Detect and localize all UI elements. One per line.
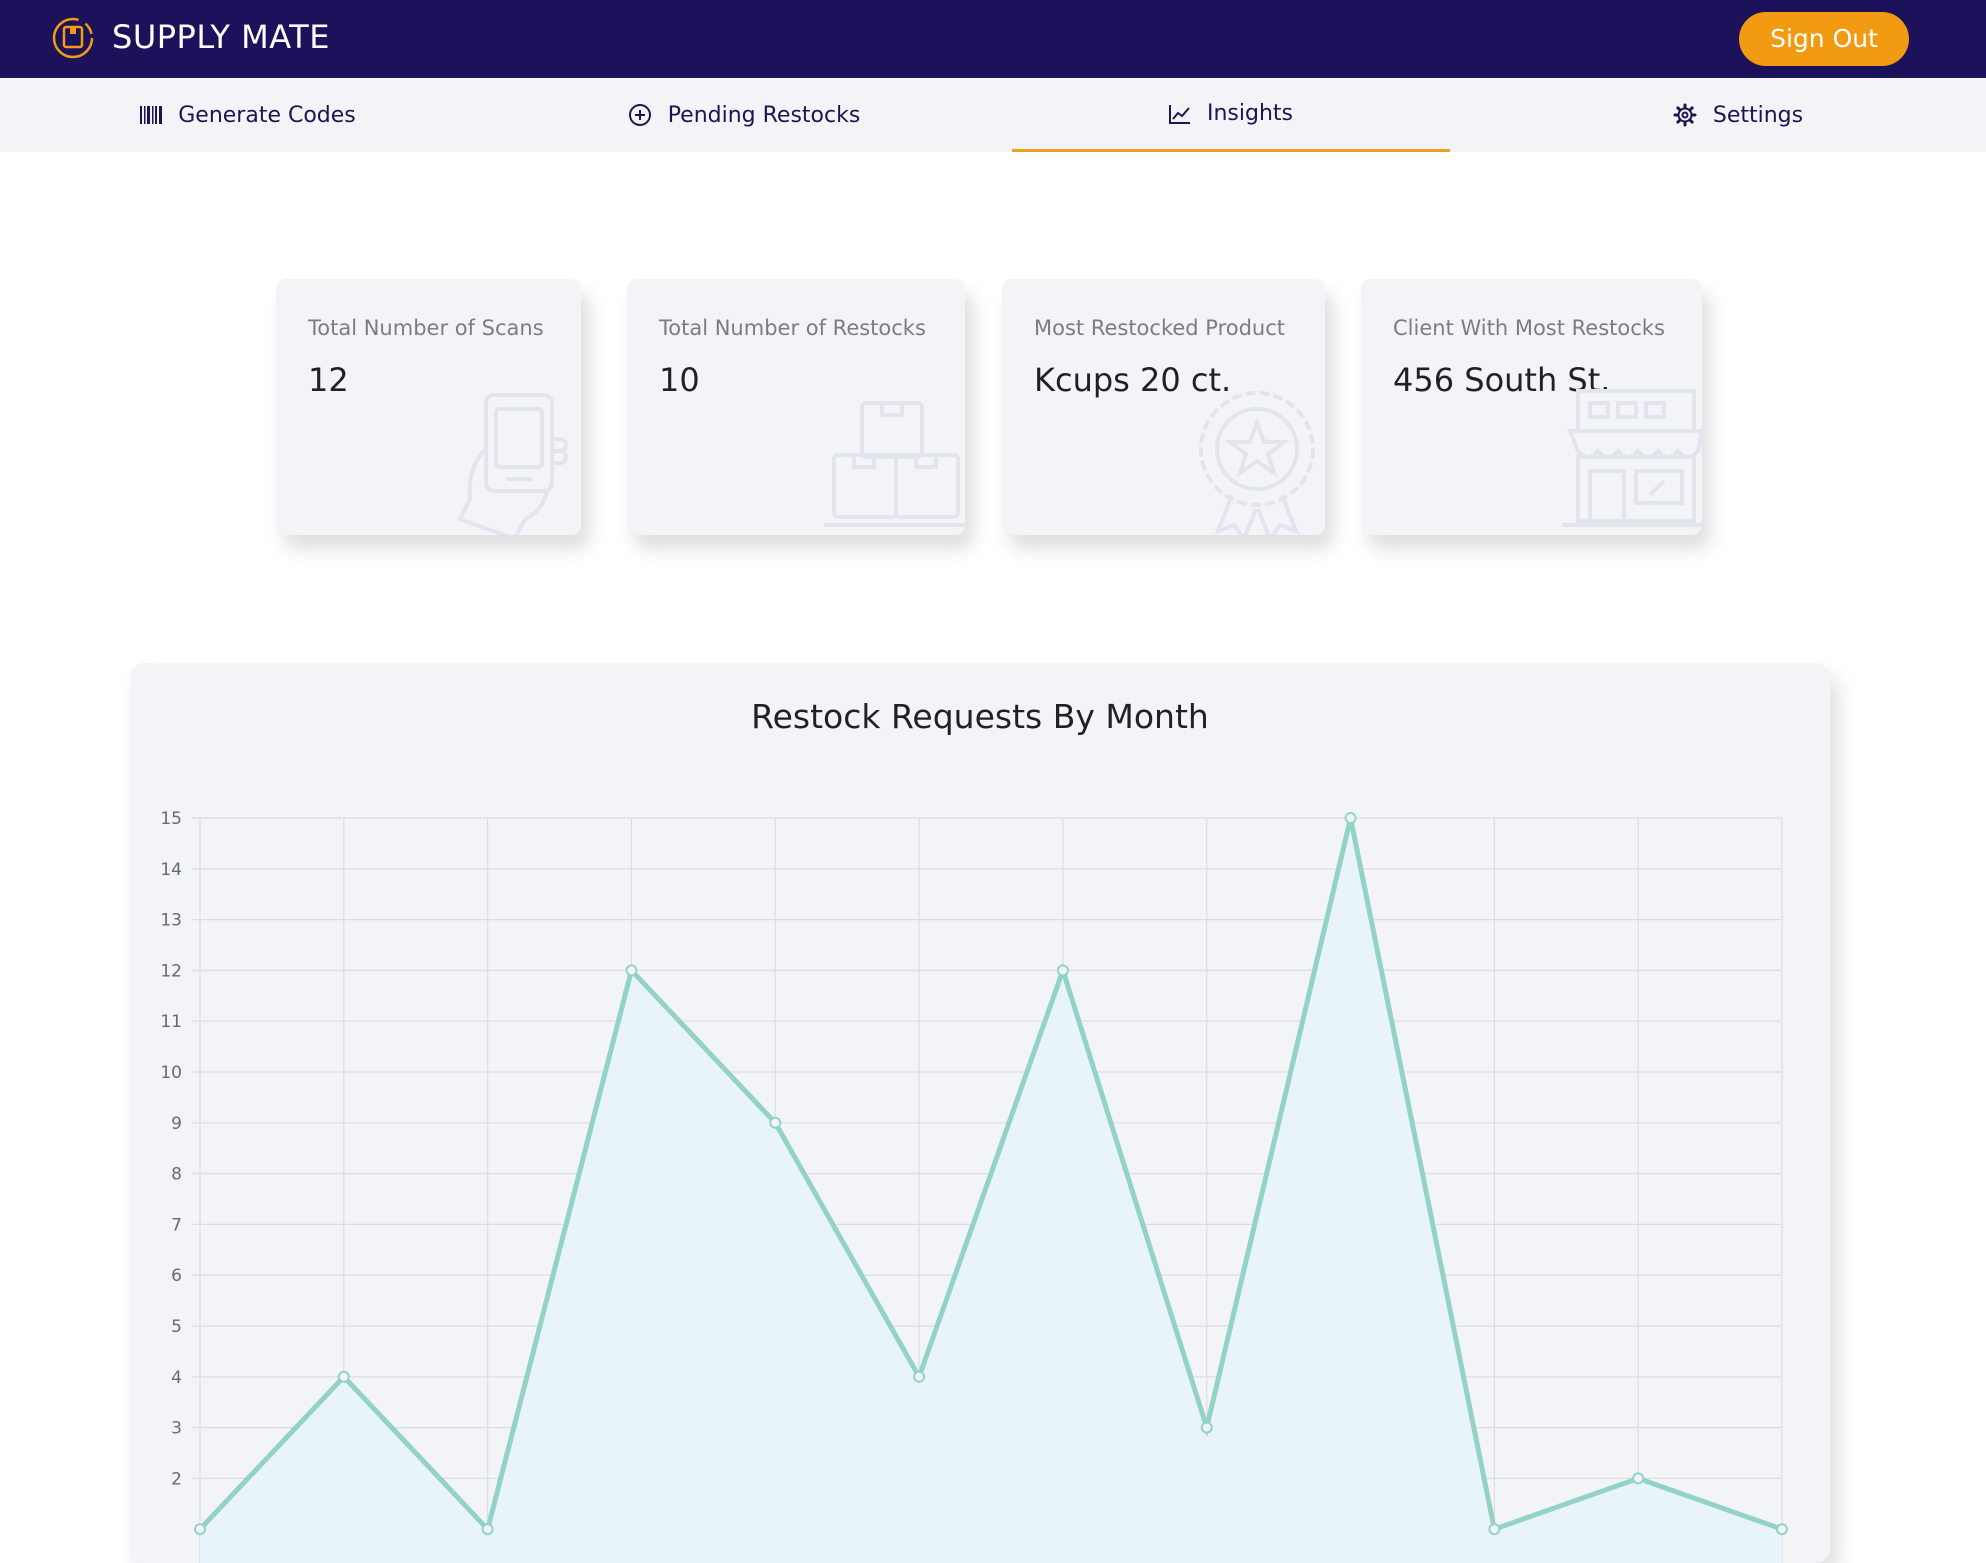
data-point xyxy=(194,1523,206,1536)
data-point xyxy=(769,1116,782,1129)
brand-name[interactable]: SUPPLY MATE xyxy=(112,18,330,56)
data-point xyxy=(481,1523,494,1536)
sign-out-button[interactable]: Sign Out xyxy=(1739,12,1909,66)
tab-generate-codes[interactable]: Generate Codes xyxy=(0,78,496,152)
tab-generate-codes-label: Generate Codes xyxy=(178,102,356,128)
y-tick-label: 6 xyxy=(171,1266,182,1286)
chart-title: Restock Requests By Month xyxy=(751,697,1209,736)
y-tick-label: 8 xyxy=(171,1165,182,1185)
y-tick-label: 9 xyxy=(171,1114,182,1134)
stat-label: Client With Most Restocks xyxy=(1393,316,1665,340)
stat-card-restocks: Total Number of Restocks 10 xyxy=(627,279,965,535)
data-point xyxy=(913,1370,926,1383)
stat-card-top-client: Client With Most Restocks 456 South St. xyxy=(1361,279,1702,535)
tab-settings[interactable]: Settings xyxy=(1490,78,1986,152)
tab-bar: Generate Codes Pending Restocks Insights xyxy=(0,78,1986,152)
data-point xyxy=(1632,1472,1645,1485)
data-point xyxy=(1776,1523,1788,1536)
stat-label: Total Number of Restocks xyxy=(659,316,926,340)
y-tick-label: 4 xyxy=(171,1368,182,1388)
top-navbar: SUPPLY MATE Sign Out xyxy=(0,0,1986,78)
plus-circle-icon xyxy=(628,104,651,126)
logo-icon[interactable] xyxy=(50,15,96,61)
y-tick-label: 15 xyxy=(160,809,182,829)
data-point xyxy=(1344,812,1357,824)
tab-pending-restocks-label: Pending Restocks xyxy=(667,102,861,128)
chart-card: Restock Requests By Month 2 3 4 5 6 7 8 9 10 11 12… xyxy=(130,663,1830,1563)
stat-value: 12 xyxy=(308,361,349,399)
data-point xyxy=(1056,964,1069,977)
data-point xyxy=(625,964,638,977)
boxes-icon xyxy=(824,401,965,527)
stat-value: Kcups 20 ct. xyxy=(1034,361,1232,399)
stat-card-scans: Total Number of Scans 12 xyxy=(276,279,581,535)
y-tick-label: 13 xyxy=(160,911,182,931)
y-tick-label: 3 xyxy=(171,1419,182,1439)
phone-scan-icon xyxy=(457,393,568,535)
restock-area-chart: 2 3 4 5 6 7 8 9 10 11 12 13 14 15 xyxy=(160,809,1788,1563)
stat-label: Total Number of Scans xyxy=(308,316,544,340)
series-area xyxy=(200,818,1782,1563)
y-tick-label: 11 xyxy=(160,1012,182,1032)
y-tick-label: 2 xyxy=(171,1469,182,1489)
y-tick-label: 5 xyxy=(171,1317,182,1337)
award-badge-icon xyxy=(1199,391,1315,535)
stat-value: 10 xyxy=(659,361,700,399)
data-point xyxy=(1488,1523,1501,1536)
storefront-icon xyxy=(1562,389,1702,527)
y-tick-label: 12 xyxy=(160,961,182,981)
gear-icon xyxy=(1673,103,1697,127)
y-tick-label: 14 xyxy=(160,860,182,880)
stat-label: Most Restocked Product xyxy=(1034,316,1286,340)
tab-pending-restocks[interactable]: Pending Restocks xyxy=(496,78,992,152)
data-point xyxy=(337,1370,350,1383)
tab-settings-label: Settings xyxy=(1712,102,1804,128)
stat-value: 456 South St. xyxy=(1393,361,1611,399)
y-tick-label: 10 xyxy=(160,1063,182,1083)
data-point xyxy=(1200,1421,1213,1434)
stat-card-top-product: Most Restocked Product Kcups 20 ct. xyxy=(1002,279,1325,535)
tab-insights-label: Insights xyxy=(1206,101,1293,126)
line-chart-icon xyxy=(1168,104,1190,124)
barcode-icon xyxy=(140,106,163,124)
y-tick-label: 7 xyxy=(171,1215,182,1235)
tab-insights[interactable]: Insights xyxy=(1012,78,1450,152)
